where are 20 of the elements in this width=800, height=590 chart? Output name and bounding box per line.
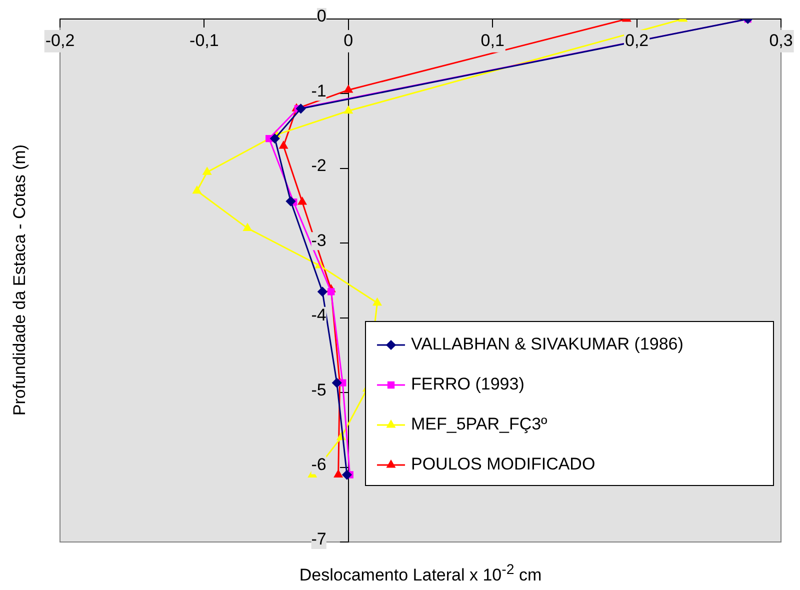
legend-label: POULOS MODIFICADO bbox=[411, 454, 596, 474]
x-tick-label: 0,2 bbox=[624, 30, 649, 50]
y-tick-label: -7 bbox=[311, 530, 326, 549]
y-tick-label: -3 bbox=[311, 230, 326, 250]
x-tick-label: -0,1 bbox=[190, 30, 219, 50]
legend-label: MEF_5PAR_FÇ3º bbox=[411, 414, 548, 434]
x-tick-label: -0,2 bbox=[45, 30, 75, 50]
y-tick-label: -6 bbox=[311, 454, 326, 474]
x-tick-label: 0,3 bbox=[769, 30, 793, 50]
y-tick-label: -1 bbox=[311, 81, 326, 100]
x-tick-label: 0,1 bbox=[480, 30, 504, 50]
y-tick-label: -2 bbox=[311, 156, 326, 176]
legend-label: VALLABHAN & SIVAKUMAR (1986) bbox=[411, 334, 684, 354]
y-axis-title: Profundidade da Estaca - Cotas (m) bbox=[10, 143, 30, 418]
x-tick-label: 0 bbox=[344, 30, 354, 50]
x-axis-title: Deslocamento Lateral x 10$^{-2}$ cm bbox=[298, 562, 543, 586]
y-tick-label: 0 bbox=[316, 6, 326, 26]
y-tick-label: -4 bbox=[311, 306, 326, 325]
y-tick-label: -5 bbox=[311, 380, 326, 400]
legend-label: FERRO (1993) bbox=[411, 374, 524, 394]
